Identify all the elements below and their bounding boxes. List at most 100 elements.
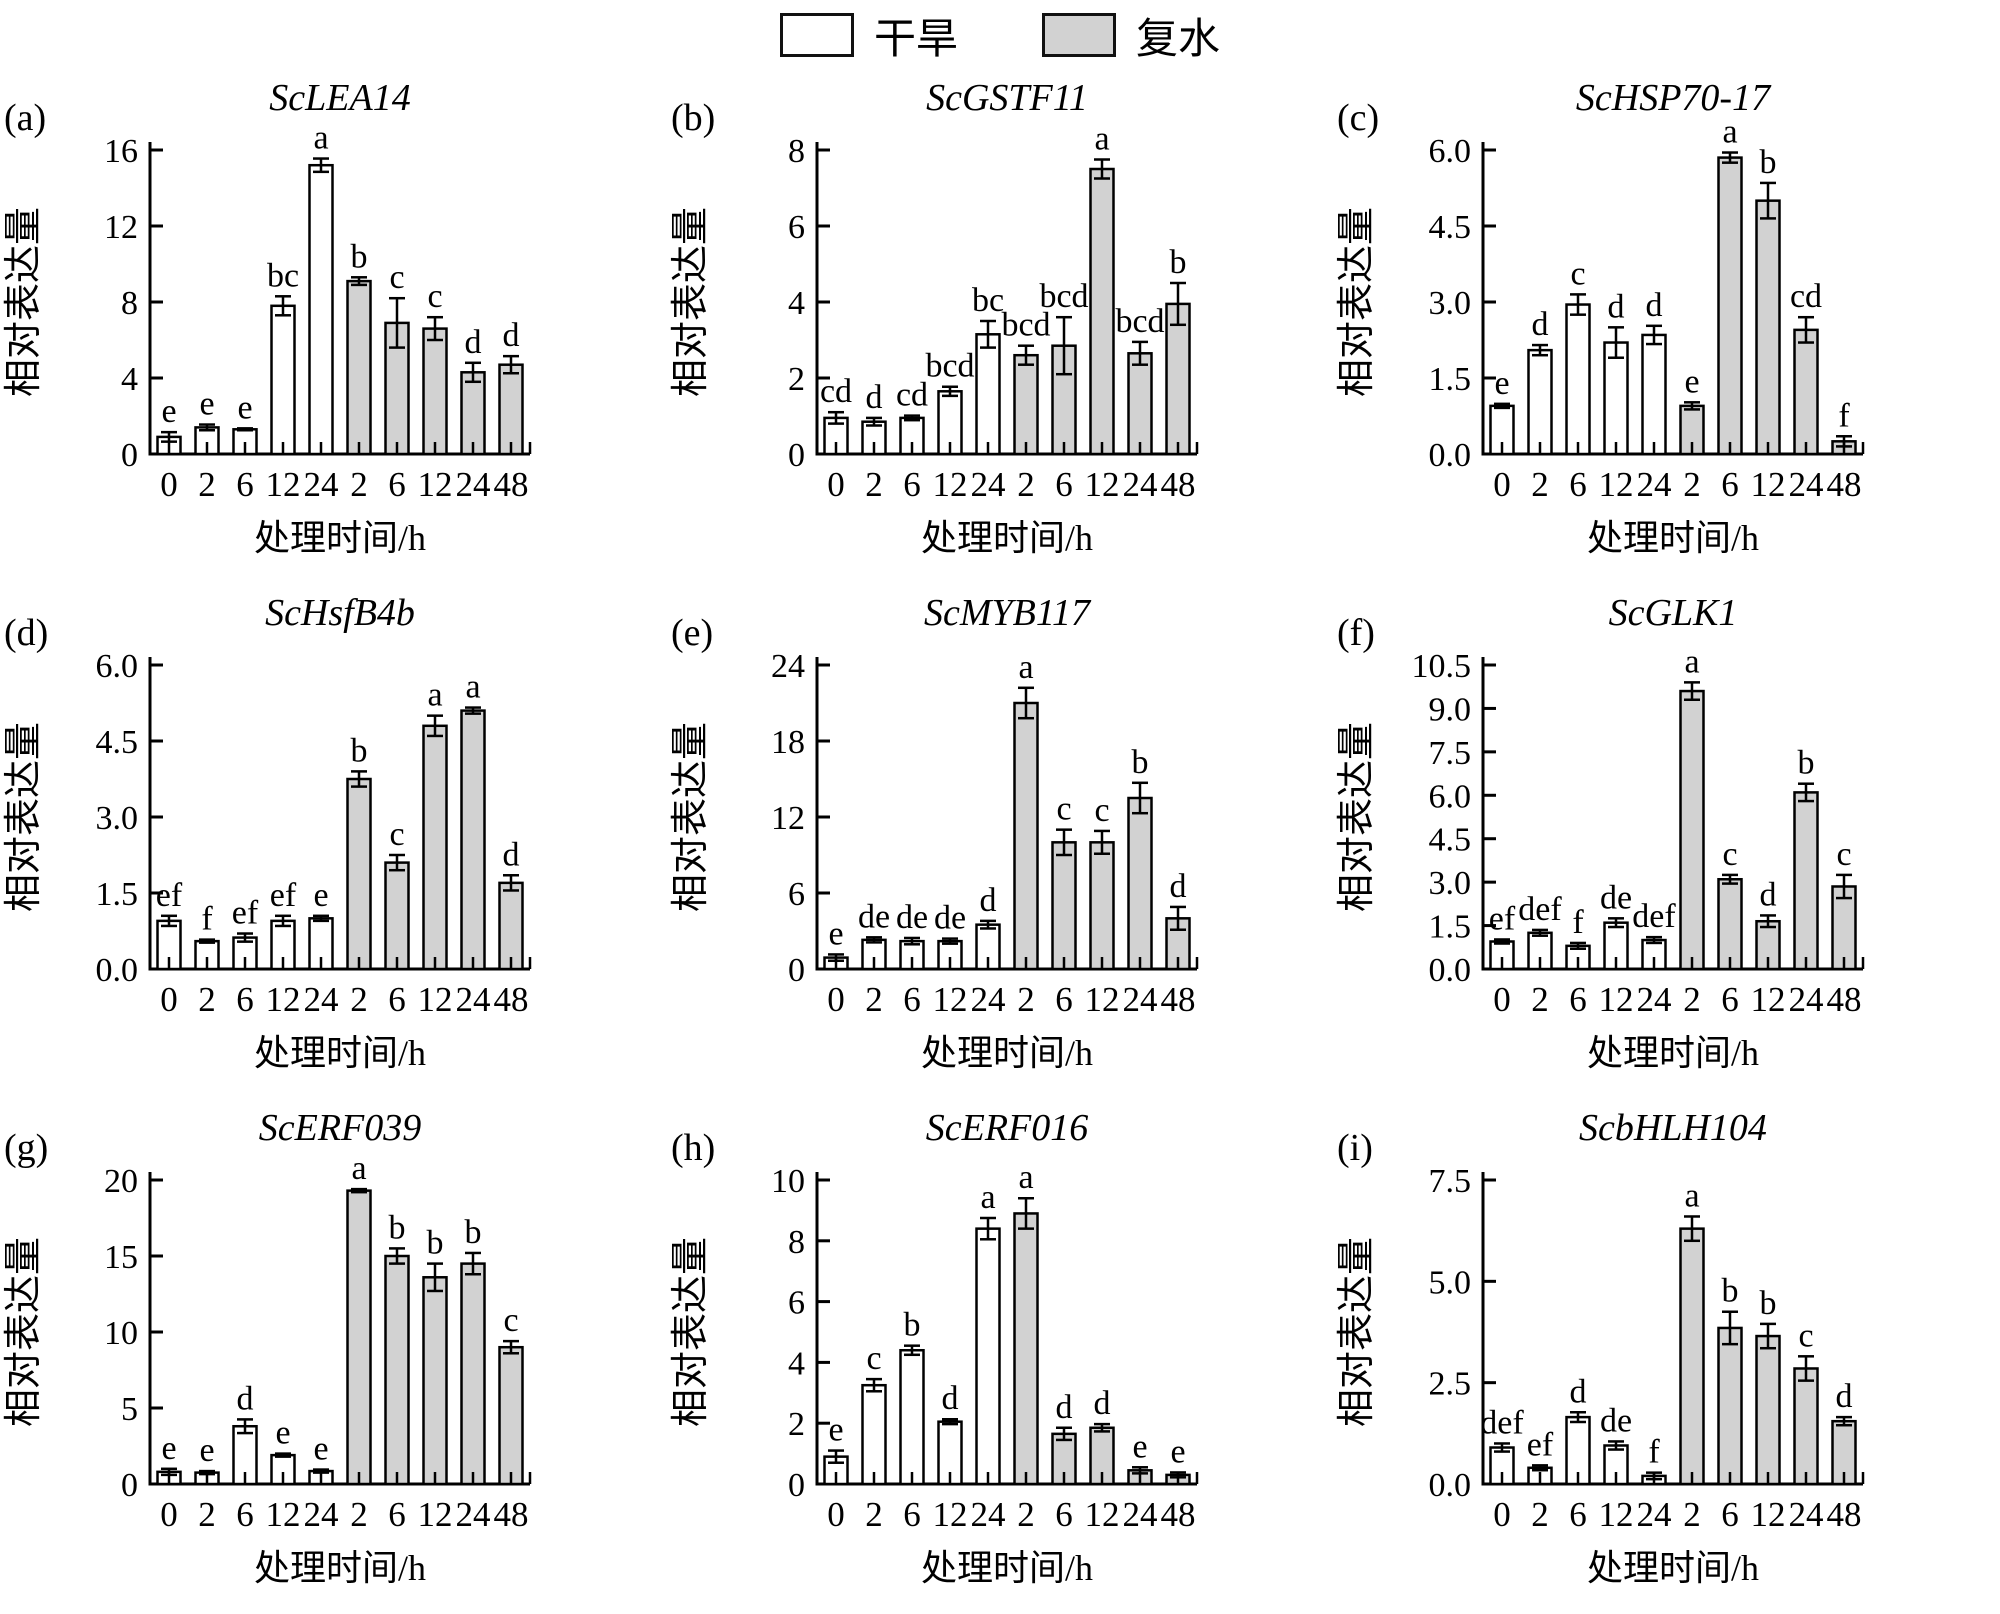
sig-letter: d bbox=[1093, 1385, 1110, 1422]
y-tick-label: 7.5 bbox=[1429, 735, 1472, 772]
sig-letter: c bbox=[389, 259, 404, 296]
sig-letter: def bbox=[1481, 1404, 1525, 1441]
x-tick-label: 24 bbox=[1122, 1495, 1157, 1534]
sig-letter: ef bbox=[1527, 1426, 1554, 1463]
x-tick-label: 12 bbox=[1751, 980, 1786, 1019]
x-tick-label: 2 bbox=[350, 1495, 368, 1534]
sig-letter: e bbox=[1685, 363, 1700, 400]
sig-letter: d bbox=[1532, 306, 1549, 343]
bar-rewater-12h bbox=[422, 1276, 448, 1486]
legend-item-rewater: 复水 bbox=[1042, 5, 1220, 66]
x-tick-label: 2 bbox=[1684, 980, 1702, 1019]
bar-drought-2h bbox=[1527, 348, 1554, 456]
chart-title: ScbHLH104 bbox=[1579, 1107, 1767, 1149]
sig-letter: c bbox=[1571, 255, 1586, 292]
bar-rewater-6h bbox=[1717, 1326, 1744, 1486]
y-tick-label: 0.0 bbox=[1429, 952, 1472, 989]
y-axis-label: 相对表达量 bbox=[670, 1237, 712, 1427]
sig-letter: c bbox=[1094, 792, 1109, 829]
legend: 干旱 复水 bbox=[0, 0, 2000, 64]
bar-drought-12h bbox=[270, 304, 296, 456]
sig-letter: e bbox=[161, 1430, 176, 1467]
x-tick-label: 24 bbox=[1789, 980, 1824, 1019]
sig-letter: e bbox=[275, 1415, 290, 1452]
x-tick-label: 48 bbox=[1160, 465, 1195, 504]
y-tick-label: 1.5 bbox=[96, 876, 139, 913]
sig-letter: e bbox=[237, 389, 252, 426]
x-axis-label: 处理时间/h bbox=[921, 1033, 1093, 1073]
sig-letter: c bbox=[1723, 836, 1738, 873]
sig-letter: b bbox=[1760, 1285, 1777, 1322]
sig-letter: de bbox=[1600, 1402, 1632, 1439]
sig-letter: de bbox=[896, 899, 928, 936]
x-axis-label: 处理时间/h bbox=[921, 518, 1093, 558]
bar-rewater-24h bbox=[1126, 352, 1153, 456]
sig-letter: a bbox=[1018, 649, 1033, 686]
sig-letter: f bbox=[1573, 904, 1585, 941]
sig-letter: b bbox=[1169, 244, 1186, 281]
chart-panel-c: (c) ScHSP70-17 相对表达量 0.0 1.5 3.0 4.5 6.0 e 0 d 2 c 6 d… bbox=[1333, 64, 1999, 579]
sig-letter: def bbox=[1633, 898, 1677, 935]
sig-letter: d bbox=[237, 1380, 254, 1417]
x-tick-label: 6 bbox=[1722, 465, 1740, 504]
x-tick-label: 24 bbox=[304, 465, 339, 504]
charts-grid: (a) ScLEA14 相对表达量 0 4 8 12 16 e 0 e 2 e 6 bc 12 a 24 b 2 c 6 c… bbox=[0, 64, 2000, 1609]
y-axis-label: 相对表达量 bbox=[1336, 722, 1378, 912]
bar-rewater-24h bbox=[460, 1262, 486, 1486]
chart-panel-g: (g) ScERF039 相对表达量 0 5 10 15 20 e 0 e 2 d 6 e 12 e 24 a 2 b 6… bbox=[0, 1094, 666, 1609]
y-axis-label: 相对表达量 bbox=[670, 207, 712, 397]
y-tick-label: 4 bbox=[788, 1345, 805, 1382]
chart-svg-ScGSTF11: (b) ScGSTF11相对表达量02468cd0d2cd6bcd12bc24bc… bbox=[670, 77, 1198, 558]
sig-letter: d bbox=[979, 882, 996, 919]
y-tick-label: 6 bbox=[788, 209, 805, 246]
bar-rewater-12h bbox=[1755, 1334, 1782, 1486]
x-tick-label: 6 bbox=[903, 980, 921, 1019]
bar-drought-12h bbox=[1603, 341, 1630, 456]
y-axis-label: 相对表达量 bbox=[670, 722, 712, 912]
sig-letter: a bbox=[1018, 1159, 1033, 1196]
y-tick-label: 0 bbox=[788, 1467, 805, 1504]
x-tick-label: 2 bbox=[1532, 465, 1550, 504]
y-tick-label: 10 bbox=[104, 1315, 138, 1352]
y-tick-label: 6.0 bbox=[1429, 133, 1472, 170]
y-tick-label: 7.5 bbox=[1429, 1163, 1472, 1200]
y-tick-label: 12 bbox=[771, 800, 805, 837]
bar-drought-2h bbox=[860, 1383, 887, 1486]
sig-letter: c bbox=[1056, 791, 1071, 828]
chart-svg-ScERF039: (g) ScERF039相对表达量05101520e0e2d6e12e24a2b6… bbox=[3, 1107, 532, 1588]
sig-letter: ef bbox=[270, 877, 297, 914]
chart-title: ScHsfB4b bbox=[265, 592, 415, 634]
bar-rewater-12h bbox=[1088, 841, 1115, 971]
sig-letter: cd bbox=[1790, 278, 1822, 315]
x-tick-label: 6 bbox=[1570, 1495, 1588, 1534]
sig-letter: bcd bbox=[1039, 278, 1088, 315]
x-tick-label: 12 bbox=[1084, 1495, 1119, 1534]
x-tick-label: 24 bbox=[1789, 1495, 1824, 1534]
y-tick-label: 6 bbox=[788, 1285, 805, 1322]
x-tick-label: 6 bbox=[236, 1495, 254, 1534]
x-axis-label: 处理时间/h bbox=[1587, 1033, 1759, 1073]
sig-letter: a bbox=[1094, 121, 1109, 158]
sig-letter: ef bbox=[1489, 900, 1516, 937]
y-tick-label: 2 bbox=[788, 361, 805, 398]
sig-letter: bcd bbox=[1115, 303, 1164, 340]
y-tick-label: 15 bbox=[104, 1239, 138, 1276]
sig-letter: e bbox=[199, 1432, 214, 1469]
x-tick-label: 24 bbox=[456, 1495, 491, 1534]
x-tick-label: 2 bbox=[198, 980, 216, 1019]
sig-letter: b bbox=[351, 238, 368, 275]
sig-letter: e bbox=[199, 386, 214, 423]
sig-letter: c bbox=[1837, 836, 1852, 873]
x-axis-label: 处理时间/h bbox=[254, 1033, 426, 1073]
sig-letter: ef bbox=[232, 895, 259, 932]
sig-letter: d bbox=[1169, 868, 1186, 905]
sig-letter: b bbox=[1760, 144, 1777, 181]
y-tick-label: 10 bbox=[771, 1163, 805, 1200]
y-tick-label: 0 bbox=[788, 437, 805, 474]
chart-title: ScGSTF11 bbox=[926, 77, 1088, 119]
chart-title: ScERF016 bbox=[925, 1107, 1088, 1149]
bar-rewater-48h bbox=[498, 363, 524, 456]
bar-drought-6h bbox=[1565, 303, 1592, 456]
x-tick-label: 12 bbox=[1599, 980, 1634, 1019]
sig-letter: f bbox=[201, 901, 213, 938]
